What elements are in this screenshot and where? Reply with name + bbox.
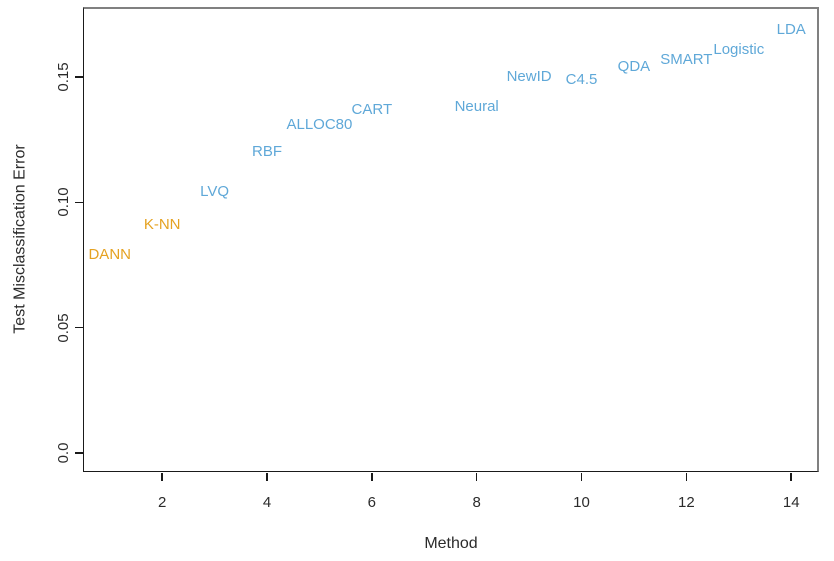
point-label-lvq: LVQ bbox=[200, 183, 230, 201]
point-label-alloc80: ALLOC80 bbox=[286, 115, 353, 133]
x-axis-tick-label-14: 14 bbox=[782, 494, 800, 511]
point-label-dann: DANN bbox=[88, 246, 131, 264]
point-label-smart: SMART bbox=[660, 50, 713, 68]
y-axis-tick-0-05 bbox=[75, 326, 83, 329]
point-label-qda: QDA bbox=[617, 58, 651, 76]
point-label-neural: Neural bbox=[454, 98, 499, 116]
x-axis-tick-12 bbox=[685, 473, 688, 481]
x-axis-tick-4 bbox=[266, 473, 268, 481]
x-axis-tick-label-4: 4 bbox=[262, 494, 272, 511]
y-axis-tick-label-0-05: 0.05 bbox=[55, 313, 72, 343]
point-label-k-nn: K-NN bbox=[143, 215, 181, 233]
y-axis-tick-label-0-15: 0.15 bbox=[55, 62, 72, 92]
x-axis-tick-label-2: 2 bbox=[157, 494, 167, 511]
y-axis-tick-0-15 bbox=[75, 76, 83, 78]
plot-area bbox=[83, 7, 819, 472]
y-axis-tick-label-0-0: 0.0 bbox=[55, 442, 72, 464]
point-label-c4-5: C4.5 bbox=[565, 70, 598, 88]
x-axis-tick-label-8: 8 bbox=[472, 494, 481, 511]
y-axis-tick-0-10 bbox=[75, 201, 83, 204]
x-axis-tick-8 bbox=[475, 473, 478, 481]
y-axis-title: Test Misclassification Error bbox=[11, 144, 29, 334]
x-axis-tick-14 bbox=[790, 473, 792, 481]
y-axis-tick-0-0 bbox=[75, 452, 83, 454]
x-axis-tick-label-10: 10 bbox=[573, 494, 590, 511]
point-label-newid: NewID bbox=[506, 68, 552, 86]
point-label-lda: LDA bbox=[776, 20, 806, 38]
x-axis-tick-2 bbox=[161, 473, 163, 481]
x-axis-tick-10 bbox=[580, 473, 583, 481]
point-label-rbf: RBF bbox=[252, 143, 282, 161]
point-label-cart: CART bbox=[351, 100, 393, 118]
y-axis-tick-label-0-10: 0.10 bbox=[55, 187, 72, 218]
x-axis-tick-6 bbox=[371, 473, 373, 481]
point-label-logistic: Logistic bbox=[713, 40, 765, 58]
x-axis-tick-label-12: 12 bbox=[678, 494, 695, 511]
x-axis-title: Method bbox=[424, 535, 478, 552]
x-axis-tick-label-6: 6 bbox=[367, 494, 376, 511]
